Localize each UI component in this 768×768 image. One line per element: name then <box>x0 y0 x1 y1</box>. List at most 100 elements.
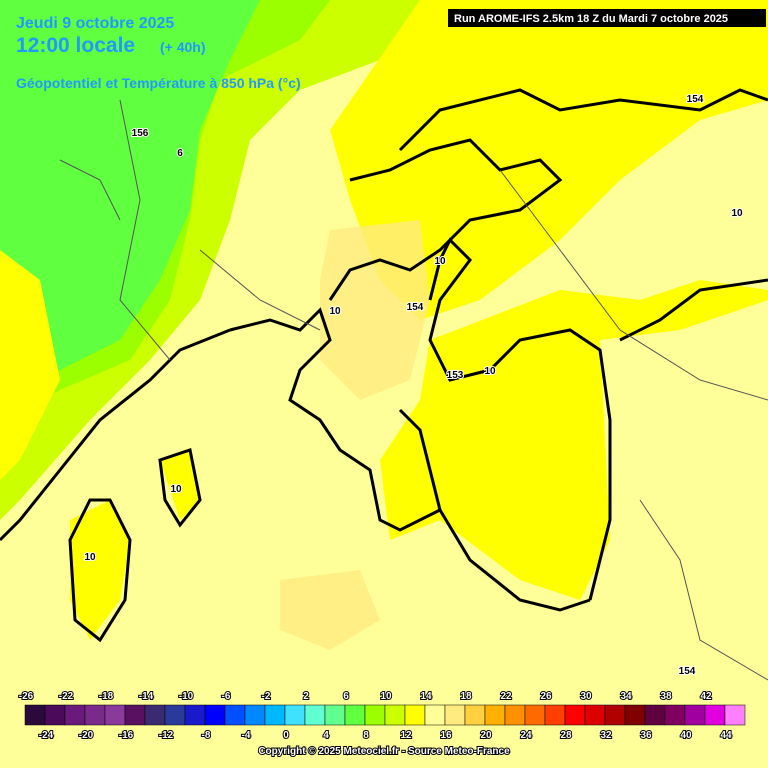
sardinia-zone <box>70 500 130 640</box>
legend-swatch <box>264 704 286 726</box>
legend-label: 2 <box>303 691 309 702</box>
legend-label: 18 <box>460 691 472 702</box>
contour-label: 10 <box>84 552 96 563</box>
legend-swatch <box>644 704 666 726</box>
legend-label: 4 <box>323 730 329 741</box>
legend-label: 40 <box>680 730 692 741</box>
legend-swatch <box>364 704 386 726</box>
legend-swatch <box>104 704 126 726</box>
contour-label: 154 <box>687 94 704 105</box>
legend-swatch <box>384 704 406 726</box>
temp-zone-12-west <box>0 250 60 480</box>
legend-label: 26 <box>540 691 552 702</box>
legend-label: -26 <box>19 691 34 702</box>
legend-label: 10 <box>380 691 392 702</box>
contour-label: 6 <box>177 148 183 159</box>
legend-label: -10 <box>179 691 194 702</box>
temp-zone-12 <box>330 0 768 320</box>
run-info: Run AROME-IFS 2.5km 18 Z du Mardi 7 octo… <box>454 13 728 25</box>
legend-label: -6 <box>222 691 231 702</box>
legend-label: -16 <box>119 730 134 741</box>
legend-swatch <box>444 704 466 726</box>
legend-label: 44 <box>720 730 732 741</box>
parameter: Géopotentiel et Température à 850 hPa (°… <box>16 75 301 91</box>
legend-swatch <box>24 704 46 726</box>
run-box <box>448 9 766 27</box>
forecast-date: Jeudi 9 octobre 2025 <box>16 15 174 32</box>
legend-swatch <box>544 704 566 726</box>
legend-swatch <box>584 704 606 726</box>
warm-patch <box>320 220 430 400</box>
legend-label: 6 <box>343 691 349 702</box>
legend-swatch <box>44 704 66 726</box>
legend-swatch <box>324 704 346 726</box>
contour-label: 10 <box>434 256 446 267</box>
legend-swatch <box>284 704 306 726</box>
legend-swatch <box>164 704 186 726</box>
legend-swatch <box>344 704 366 726</box>
legend-label: 16 <box>440 730 452 741</box>
legend-label: -24 <box>39 730 54 741</box>
legend-swatch <box>504 704 526 726</box>
legend-label: 0 <box>283 730 289 741</box>
legend-swatch <box>664 704 686 726</box>
legend-label: -8 <box>202 730 211 741</box>
legend-label: 24 <box>520 730 532 741</box>
legend-label: 28 <box>560 730 572 741</box>
legend-swatch <box>684 704 706 726</box>
legend-label: 38 <box>660 691 672 702</box>
legend-label: 32 <box>600 730 612 741</box>
legend-label: 34 <box>620 691 632 702</box>
legend-label: 14 <box>420 691 432 702</box>
lead-time: (+ 40h) <box>160 39 206 55</box>
contour-label: 154 <box>679 666 696 677</box>
legend-label: -4 <box>242 730 251 741</box>
temp-zone-6 <box>0 0 260 380</box>
legend-swatch <box>244 704 266 726</box>
legend-swatch <box>424 704 446 726</box>
legend-swatch <box>704 704 726 726</box>
contour-label: 153 <box>447 370 464 381</box>
legend-label: 22 <box>500 691 512 702</box>
legend-swatch <box>84 704 106 726</box>
legend-swatch <box>304 704 326 726</box>
legend-label: 42 <box>700 691 712 702</box>
legend-swatch <box>224 704 246 726</box>
contour-label: 10 <box>170 484 182 495</box>
legend-label: 12 <box>400 730 412 741</box>
contour-label: 154 <box>407 302 424 313</box>
legend-label: -2 <box>262 691 271 702</box>
legend-label: 36 <box>640 730 652 741</box>
legend-swatch <box>524 704 546 726</box>
legend-label: -22 <box>59 691 74 702</box>
contour-label: 10 <box>484 366 496 377</box>
forecast-time: 12:00 locale <box>16 34 135 57</box>
legend-swatch <box>124 704 146 726</box>
legend-label: 8 <box>363 730 369 741</box>
corsica-zone <box>160 450 200 520</box>
legend-swatch <box>404 704 426 726</box>
contour-label: 10 <box>731 208 743 219</box>
legend-swatch <box>464 704 486 726</box>
copyright: Copyright © 2025 Meteociel.fr - Source M… <box>258 746 510 757</box>
sea-warm-zone <box>380 280 768 600</box>
legend-label: 30 <box>580 691 592 702</box>
legend-label: -20 <box>79 730 94 741</box>
legend-swatch <box>624 704 646 726</box>
legend-label: -12 <box>159 730 174 741</box>
legend-swatch <box>184 704 206 726</box>
legend-swatch <box>564 704 586 726</box>
legend-swatch <box>724 704 746 726</box>
legend-label: -14 <box>139 691 154 702</box>
legend-swatch <box>484 704 506 726</box>
borders <box>59 99 768 681</box>
legend-swatch <box>144 704 166 726</box>
legend-label: 20 <box>480 730 492 741</box>
coastlines <box>0 88 768 643</box>
legend-swatch <box>604 704 626 726</box>
legend-swatch <box>64 704 86 726</box>
legend-swatch <box>204 704 226 726</box>
warm-patch-south <box>280 570 380 650</box>
contour-label: 156 <box>132 128 149 139</box>
